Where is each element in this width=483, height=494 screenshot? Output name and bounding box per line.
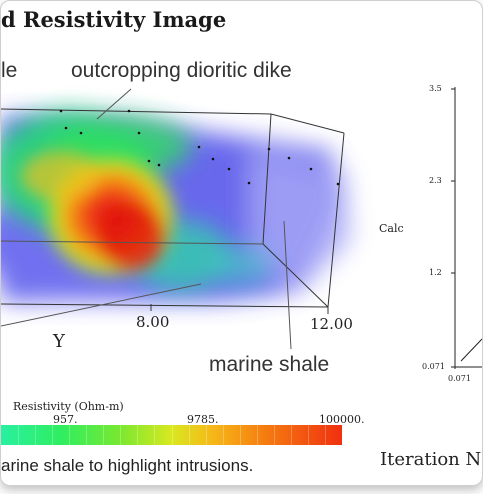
- colorbar-tick-1: 957.: [53, 413, 78, 426]
- colorbar-segment: [86, 425, 87, 445]
- colorbar-segment: [308, 425, 309, 445]
- colorbar-segment: [120, 425, 121, 445]
- colorbar-segment: [103, 425, 104, 445]
- colorbar-segment: [18, 425, 19, 445]
- colorbar-segment: [325, 425, 326, 445]
- label-dike: outcropping dioritic dike: [71, 59, 292, 82]
- leader-lines: [96, 88, 292, 350]
- colorbar-segment: [35, 425, 36, 445]
- intrusion-core: [21, 151, 181, 281]
- chart-ytick-2: 2.3: [429, 176, 442, 185]
- chart-ytick-3: 1.2: [429, 268, 442, 277]
- colorbar-segment: [52, 425, 53, 445]
- chart-xlabel: Iteration N: [380, 449, 482, 470]
- convergence-chart: [451, 87, 482, 369]
- colorbar-segment: [172, 425, 173, 445]
- colorbar-segment: [206, 425, 207, 445]
- chart-ylabel: Calc: [379, 222, 404, 235]
- axis-tick-12: 12.00: [310, 315, 353, 333]
- survey-points: [59, 109, 340, 186]
- chart-ytick-1: 3.5: [429, 84, 442, 93]
- chart-ytick-4: 0.071: [422, 362, 445, 371]
- colorbar-segment: [240, 425, 241, 445]
- chart-xtick: 0.071: [448, 374, 471, 383]
- colorbar-tick-2: 9785.: [187, 413, 219, 426]
- colorbar-tick-3: 100000.: [319, 413, 365, 426]
- volume-box: [1, 108, 345, 327]
- figure-caption: arine shale to highlight intrusions.: [1, 456, 254, 475]
- axis-label-y: Y: [53, 331, 65, 352]
- colorbar-segment: [69, 425, 70, 445]
- figure-title: d Resistivity Image: [1, 7, 227, 32]
- colorbar-segment: [274, 425, 275, 445]
- resistivity-volume: [1, 88, 351, 350]
- colorbar: [1, 425, 342, 445]
- colorbar-segment: [189, 425, 190, 445]
- colorbar-segment: [137, 425, 138, 445]
- intrusion-shell: [1, 111, 271, 291]
- label-shale: marine shale: [209, 353, 330, 376]
- colorbar-segment: [257, 425, 258, 445]
- label-fragment: le: [1, 59, 18, 82]
- colorbar-title: Resistivity (Ohm-m): [13, 400, 124, 413]
- colorbar-segment: [291, 425, 292, 445]
- axis-tick-8: 8.00: [136, 313, 170, 331]
- colorbar-segment: [154, 425, 155, 445]
- colorbar-segment: [223, 425, 224, 445]
